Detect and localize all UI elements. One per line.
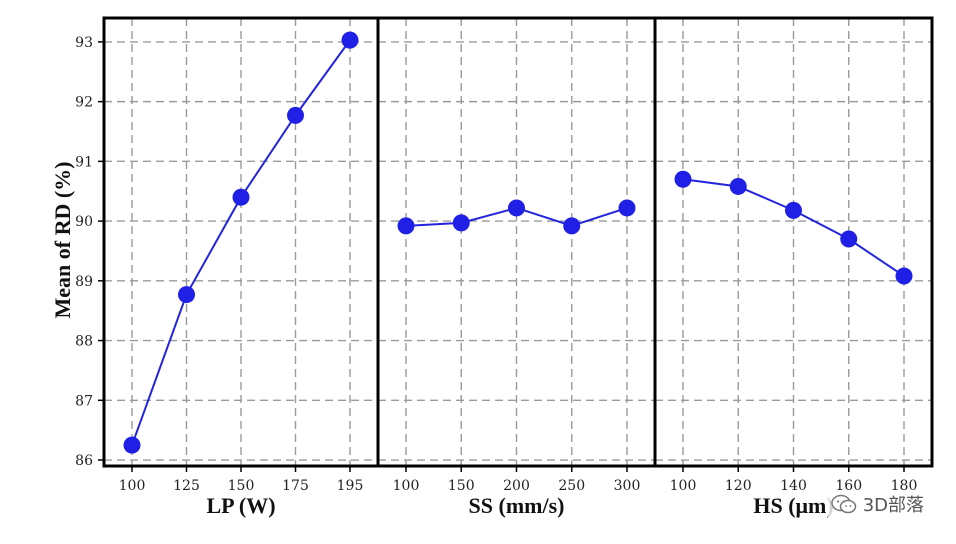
data-point	[674, 170, 692, 188]
x-tick-label: 150	[448, 478, 475, 494]
x-tick-label: 100	[119, 478, 146, 494]
x-tick-label: 200	[503, 478, 530, 494]
data-point	[341, 31, 359, 49]
x-tick-label: 300	[614, 478, 641, 494]
x-tick-label: 150	[228, 478, 255, 494]
y-axis-label: Mean of RD (%)	[50, 161, 75, 318]
data-point	[840, 230, 858, 248]
x-tick-label: 120	[725, 478, 752, 494]
y-tick-label: 88	[75, 334, 93, 350]
data-point	[452, 214, 470, 232]
data-point	[287, 106, 304, 124]
x-axis-label-panel-2: SS (mm/s)	[469, 493, 565, 518]
series-layer	[123, 31, 913, 454]
x-tick-label: 175	[282, 478, 309, 494]
data-point	[508, 199, 525, 217]
data-point	[895, 267, 913, 285]
data-point	[397, 217, 415, 235]
x-tick-label: 250	[558, 478, 585, 494]
y-tick-label: 91	[75, 154, 93, 170]
data-point	[729, 177, 747, 195]
watermark: 3D部落	[826, 490, 928, 518]
data-point	[178, 286, 195, 304]
wechat-icon	[830, 494, 856, 514]
data-point	[785, 201, 802, 219]
grid-layer	[104, 18, 932, 466]
x-tick-label: 100	[393, 478, 420, 494]
frame-layer	[102, 16, 934, 468]
y-tick-label: 89	[75, 274, 93, 290]
data-point	[618, 199, 636, 217]
data-point	[123, 436, 141, 454]
x-tick-label: 195	[337, 478, 364, 494]
x-tick-label: 100	[670, 478, 697, 494]
data-point	[232, 188, 250, 206]
y-tick-label: 90	[75, 214, 93, 230]
watermark-text: 3D部落	[862, 495, 924, 516]
x-tick-label: 140	[780, 478, 807, 494]
y-tick-label: 87	[75, 393, 93, 409]
x-axis-label-panel-1: LP (W)	[206, 493, 275, 518]
data-point	[563, 217, 581, 235]
y-tick-label: 86	[75, 453, 93, 469]
y-tick-label: 92	[75, 95, 93, 111]
x-axis-label-panel-3: HS (μm)	[753, 493, 833, 518]
y-tick-label: 93	[75, 35, 93, 51]
tick-layer: 86 87 88 89 90 91 92 93 100 125 150 175 195 LP (W) 100…	[75, 35, 917, 518]
x-tick-label: 125	[173, 478, 200, 494]
